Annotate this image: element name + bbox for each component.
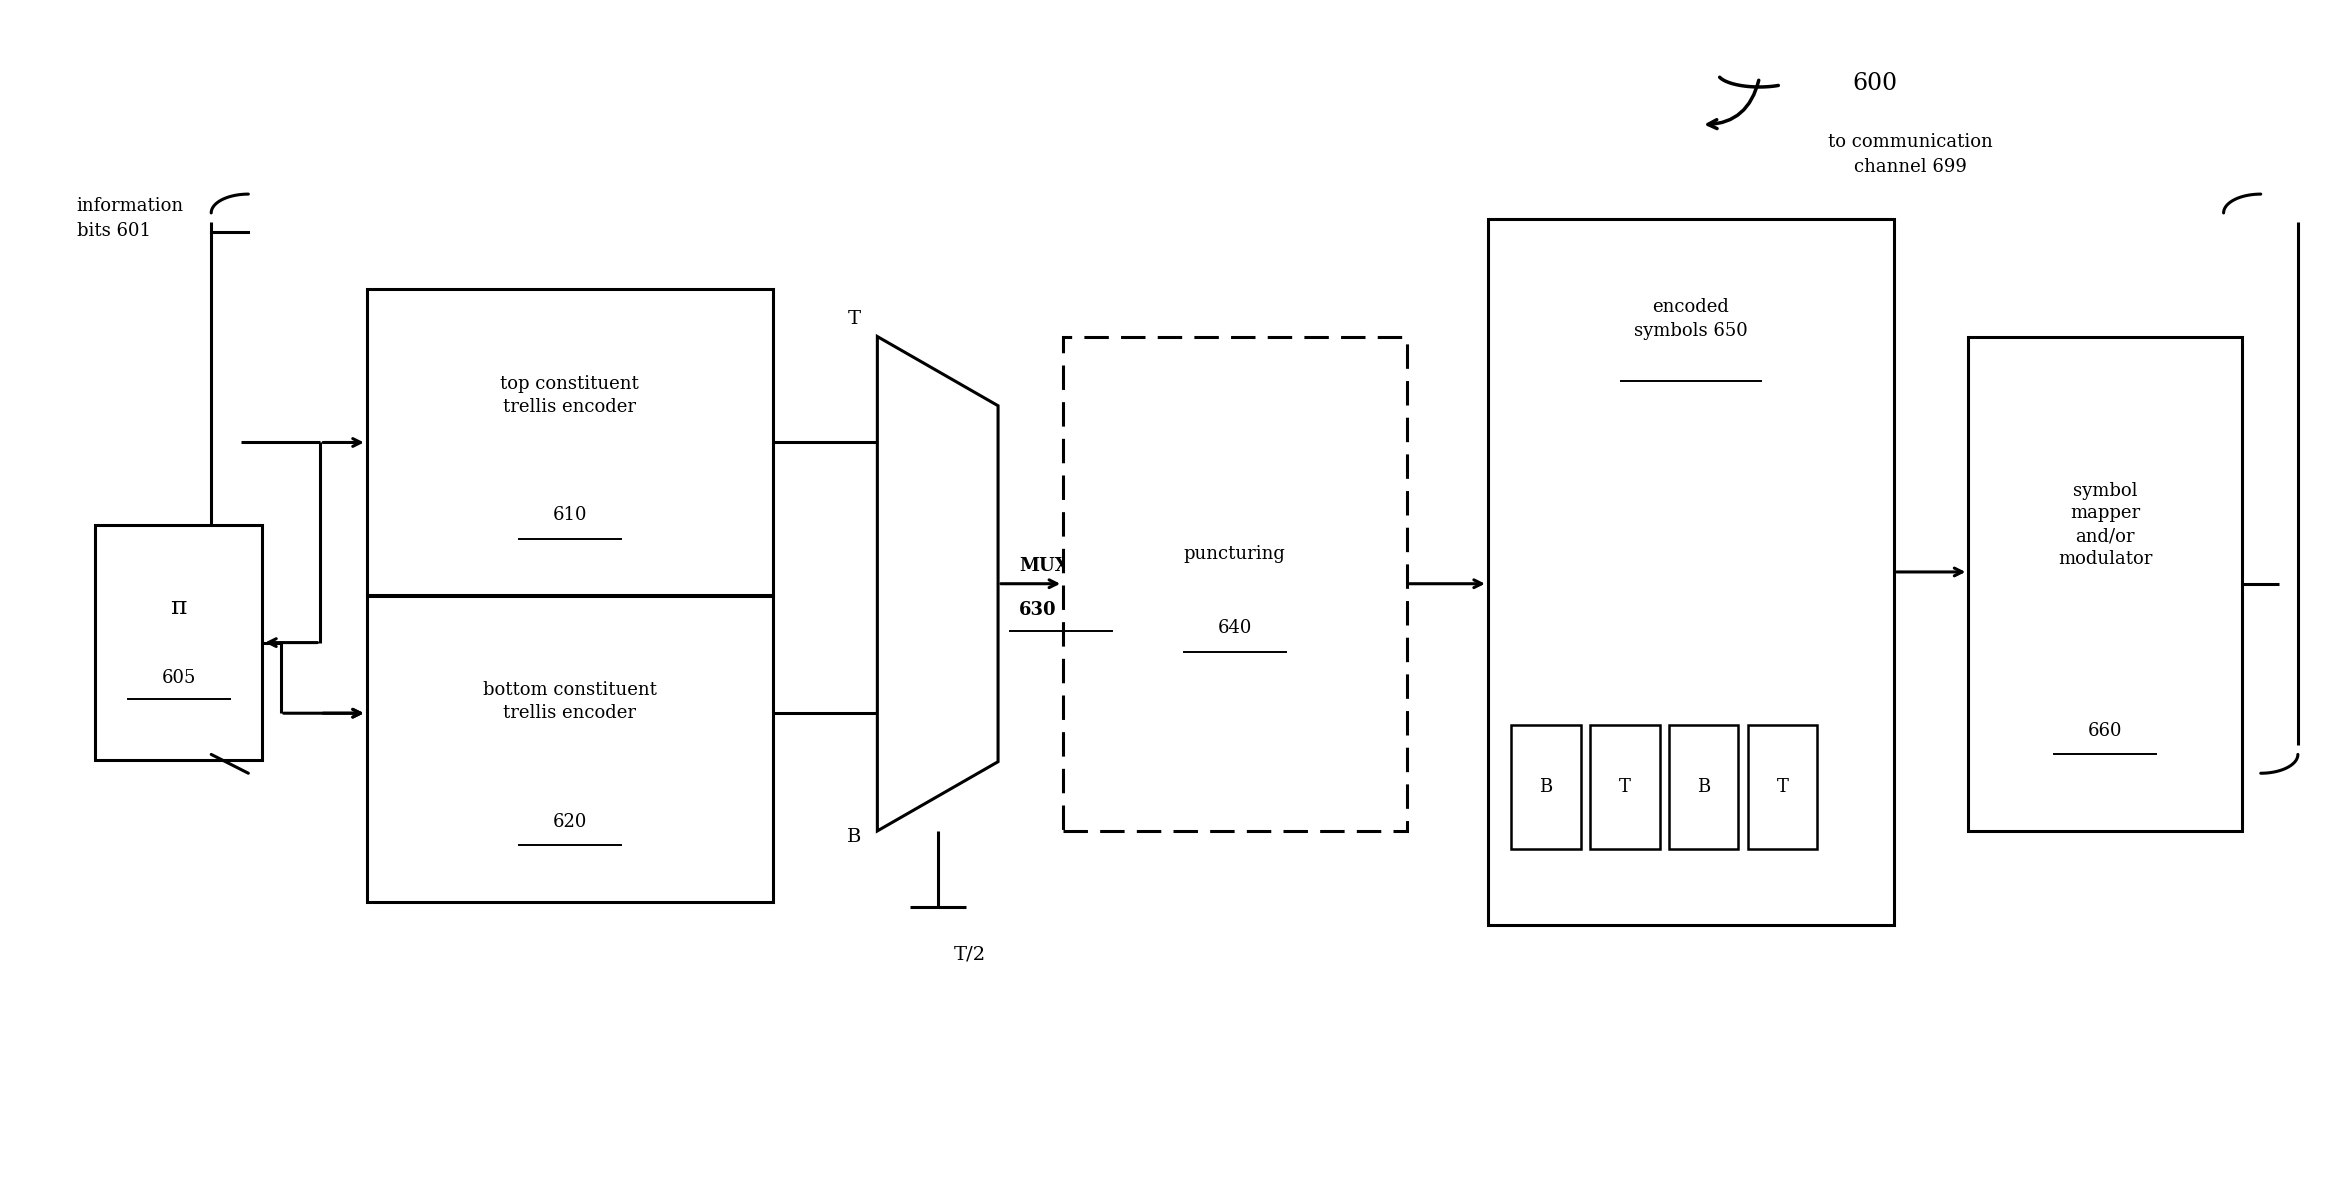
Text: 605: 605 bbox=[161, 669, 196, 687]
Bar bbox=[1968, 337, 2242, 831]
Text: 620: 620 bbox=[553, 812, 586, 830]
Text: information
bits 601: information bits 601 bbox=[77, 198, 184, 241]
Bar bbox=[1590, 725, 1660, 848]
Bar bbox=[96, 525, 262, 760]
Text: 640: 640 bbox=[1217, 619, 1252, 637]
Text: B: B bbox=[848, 828, 862, 846]
Text: to communication
channel 699: to communication channel 699 bbox=[1828, 132, 1992, 175]
Bar bbox=[367, 596, 773, 902]
Text: 610: 610 bbox=[553, 506, 586, 524]
Text: B: B bbox=[1698, 778, 1709, 796]
Text: T: T bbox=[1618, 778, 1630, 796]
Text: symbol
mapper
and/or
modulator: symbol mapper and/or modulator bbox=[2057, 481, 2153, 568]
Bar bbox=[1487, 219, 1894, 925]
Text: encoded
symbols 650: encoded symbols 650 bbox=[1634, 298, 1749, 339]
Bar bbox=[1062, 337, 1406, 831]
Text: 630: 630 bbox=[1018, 600, 1055, 618]
Text: π: π bbox=[170, 596, 187, 619]
Bar bbox=[367, 289, 773, 596]
Text: T: T bbox=[848, 310, 862, 328]
Polygon shape bbox=[878, 337, 997, 831]
Text: 600: 600 bbox=[1852, 71, 1898, 95]
Text: 660: 660 bbox=[2087, 722, 2123, 740]
Text: bottom constituent
trellis encoder: bottom constituent trellis encoder bbox=[483, 680, 656, 722]
Bar bbox=[1749, 725, 1817, 848]
Text: MUX: MUX bbox=[1018, 557, 1069, 575]
Text: top constituent
trellis encoder: top constituent trellis encoder bbox=[500, 375, 640, 416]
Text: B: B bbox=[1539, 778, 1553, 796]
Text: T: T bbox=[1777, 778, 1789, 796]
Text: T/2: T/2 bbox=[955, 946, 985, 964]
Bar bbox=[1511, 725, 1581, 848]
Bar bbox=[1670, 725, 1740, 848]
Text: puncturing: puncturing bbox=[1184, 545, 1287, 563]
